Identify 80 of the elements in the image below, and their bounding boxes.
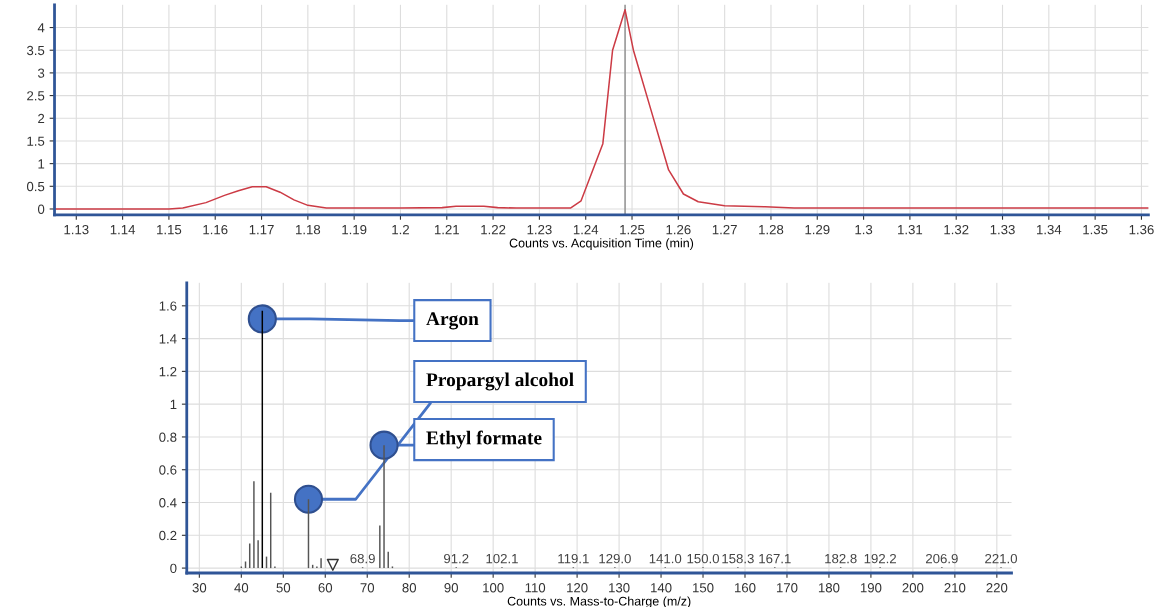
x-tick-label: 1.36 [1129, 224, 1154, 235]
y-tick-label: 0.5 [26, 181, 45, 192]
x-tick-label: 160 [734, 583, 756, 593]
x-tick-label: 1.25 [620, 224, 645, 235]
annotation: 182.8 [825, 553, 857, 564]
y-tick-label: 3 [37, 68, 45, 78]
x-tick-label: 190 [860, 583, 882, 593]
annotation: 167.1 [759, 553, 791, 564]
annotation: 158.3 [722, 553, 754, 564]
y-tick-label: 2 [38, 113, 45, 124]
x-axis-title: Counts vs. Acquisition Time (min) [509, 238, 694, 250]
x-tick-label: 1.32 [944, 224, 969, 235]
x-tick-label: 180 [818, 583, 840, 593]
annotation: Propargyl alcohol [426, 372, 574, 391]
x-tick-label: 110 [525, 583, 546, 593]
x-tick-label: 1.31 [898, 224, 923, 235]
y-tick-label: 0 [37, 204, 45, 214]
y-tick-label: 1.5 [27, 136, 45, 146]
x-tick-label: 100 [483, 583, 504, 593]
y-tick-label: 4 [37, 23, 45, 33]
x-tick-label: 1.34 [1037, 224, 1062, 235]
x-tick-label: 60 [318, 583, 333, 593]
y-tick-label: 1.6 [159, 301, 177, 311]
x-tick-label: 210 [944, 583, 966, 593]
line-series [54, 9, 1149, 210]
x-tick-label: 30 [192, 583, 207, 593]
annotation: 206.9 [926, 553, 958, 564]
x-tick-label: 1.19 [342, 224, 367, 235]
x-tick-label: 70 [360, 583, 375, 593]
y-tick-label: 1 [38, 159, 45, 169]
y-tick-label: 3.5 [26, 45, 45, 56]
y-tick-label: 0.6 [159, 465, 177, 475]
x-tick-label: 140 [651, 583, 672, 593]
x-tick-label: 1.28 [759, 224, 784, 235]
x-tick-label: 1.14 [110, 225, 136, 235]
x-tick-label: 1.26 [666, 224, 691, 235]
x-tick-label: 170 [776, 583, 798, 593]
x-tick-label: 1.18 [296, 224, 321, 235]
annotation: 192.2 [864, 553, 896, 564]
y-tick-label: 1.4 [159, 334, 177, 344]
x-tick-label: 130 [609, 583, 630, 593]
annotation: 150.0 [687, 553, 720, 564]
annotation: 129.0 [599, 553, 631, 564]
x-tick-label: 1.22 [481, 224, 506, 235]
x-tick-label: 1.33 [990, 224, 1015, 235]
x-tick-label: 1.17 [249, 225, 274, 235]
annotation: Argon [426, 312, 479, 330]
annotation: 141.0 [649, 553, 682, 564]
annotation: 221.0 [985, 553, 1018, 564]
x-tick-label: 1.13 [64, 224, 89, 235]
x-tick-label: 1.15 [157, 225, 182, 235]
annotation: 102.1 [486, 553, 518, 564]
y-tick-label: 0.8 [159, 432, 177, 442]
y-tick-label: 0.2 [159, 530, 177, 541]
y-tick-label: 0.4 [159, 498, 177, 508]
x-tick-label: 200 [902, 583, 924, 593]
y-tick-label: 1.2 [159, 366, 177, 377]
x-tick-label: 1.24 [573, 224, 599, 235]
x-tick-label: 50 [276, 583, 291, 593]
annotation: Ethyl formate [426, 430, 542, 449]
annotation: 68.9 [350, 553, 375, 564]
y-tick-label: 2.5 [27, 91, 45, 101]
x-tick-label: 80 [402, 583, 417, 593]
x-tick-label: 1.16 [203, 224, 228, 235]
y-tick-label: 1 [170, 399, 177, 409]
x-tick-label: 1.23 [527, 224, 552, 235]
x-tick-label: 1.21 [434, 224, 459, 235]
x-tick-label: 40 [234, 583, 249, 593]
x-tick-label: 1.29 [805, 224, 830, 235]
x-tick-label: 220 [986, 583, 1008, 593]
x-tick-label: 1.2 [392, 224, 409, 235]
annotation: 119.1 [558, 553, 589, 564]
y-tick-label: 0 [170, 563, 177, 573]
x-tick-label: 120 [567, 583, 588, 593]
x-tick-label: 90 [444, 583, 459, 593]
annotation: 91.2 [444, 553, 469, 564]
x-tick-label: 150 [693, 583, 714, 593]
x-tick-label: 1.35 [1083, 224, 1108, 235]
x-tick-label: 1.3 [855, 224, 873, 235]
x-tick-label: 1.27 [712, 224, 737, 235]
